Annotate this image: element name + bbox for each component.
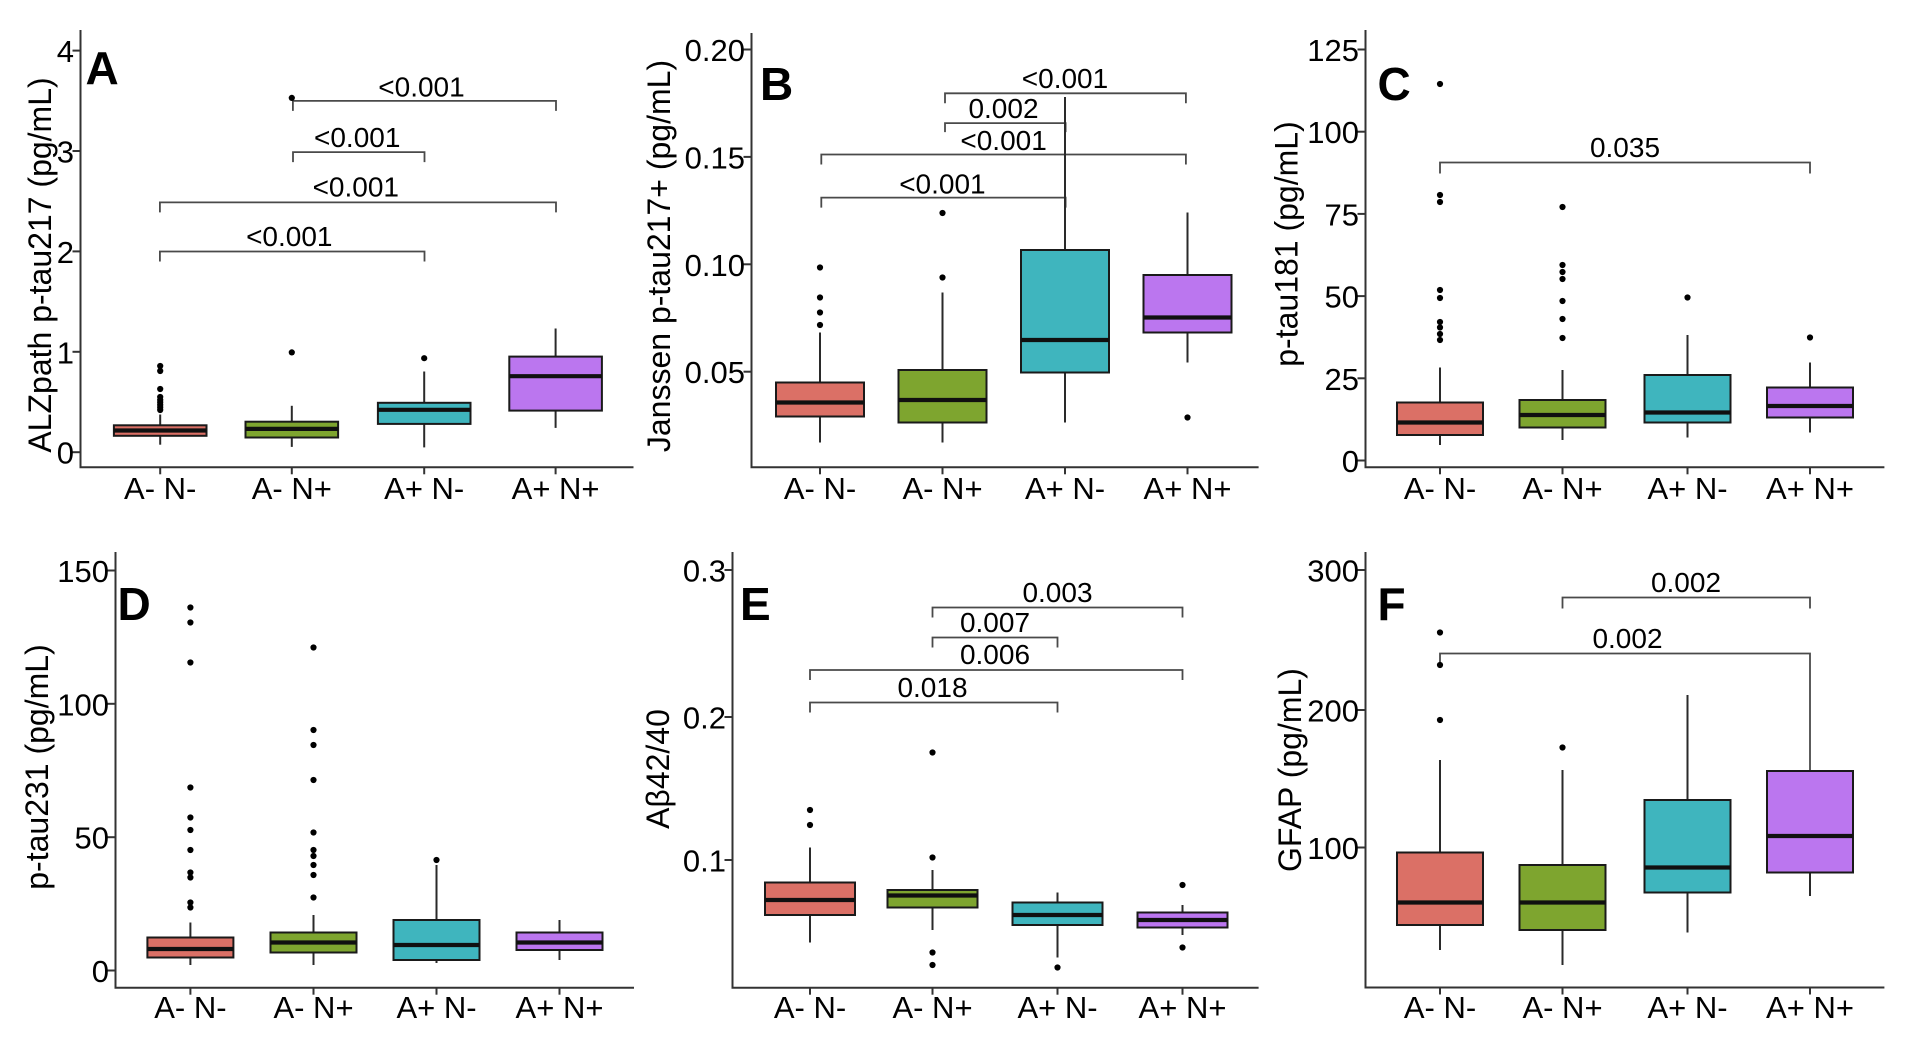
svg-text:0: 0 xyxy=(1342,444,1359,479)
svg-text:3: 3 xyxy=(57,135,74,170)
svg-text:4: 4 xyxy=(57,34,74,69)
svg-text:A+ N+: A+ N+ xyxy=(1766,990,1854,1025)
svg-text:A- N-: A- N- xyxy=(774,990,846,1025)
svg-text:<0.001: <0.001 xyxy=(378,72,464,103)
svg-text:0.007: 0.007 xyxy=(960,607,1030,638)
svg-text:D: D xyxy=(118,578,151,630)
svg-text:A- N-: A- N- xyxy=(154,990,226,1025)
svg-text:A+ N+: A+ N+ xyxy=(1144,471,1232,506)
svg-text:A- N+: A- N+ xyxy=(1522,471,1602,506)
svg-text:<0.001: <0.001 xyxy=(899,169,985,200)
svg-text:A+ N-: A+ N- xyxy=(1025,471,1105,506)
svg-text:100: 100 xyxy=(1307,115,1359,150)
svg-text:p-tau181 (pg/mL): p-tau181 (pg/mL) xyxy=(1269,121,1305,366)
svg-text:0.018: 0.018 xyxy=(897,672,967,703)
svg-text:125: 125 xyxy=(1307,33,1359,68)
svg-text:<0.001: <0.001 xyxy=(313,172,399,203)
svg-text:A+ N+: A+ N+ xyxy=(516,990,604,1025)
svg-text:50: 50 xyxy=(1325,280,1359,315)
svg-text:ALZpath p-tau217 (pg/mL): ALZpath p-tau217 (pg/mL) xyxy=(22,77,58,452)
svg-text:0: 0 xyxy=(92,954,109,989)
svg-text:<0.001: <0.001 xyxy=(960,125,1046,156)
svg-text:<0.001: <0.001 xyxy=(246,221,332,252)
svg-text:200: 200 xyxy=(1307,694,1359,729)
svg-text:150: 150 xyxy=(57,554,109,589)
svg-text:Aβ42/40: Aβ42/40 xyxy=(640,709,676,829)
svg-text:0.2: 0.2 xyxy=(683,701,726,736)
svg-text:A- N-: A- N- xyxy=(1404,990,1476,1025)
svg-text:0.002: 0.002 xyxy=(1592,623,1662,654)
svg-text:A+ N-: A+ N- xyxy=(1647,990,1727,1025)
svg-text:A- N+: A- N+ xyxy=(892,990,972,1025)
svg-text:0.15: 0.15 xyxy=(685,140,745,175)
svg-text:A: A xyxy=(86,42,119,94)
svg-text:50: 50 xyxy=(75,821,109,856)
svg-text:<0.001: <0.001 xyxy=(1022,63,1108,94)
svg-text:A+ N+: A+ N+ xyxy=(512,471,600,506)
svg-text:F: F xyxy=(1378,578,1406,630)
svg-text:0.3: 0.3 xyxy=(683,554,726,589)
svg-text:0.1: 0.1 xyxy=(683,844,726,879)
svg-text:A+ N+: A+ N+ xyxy=(1766,471,1854,506)
svg-text:E: E xyxy=(740,578,771,630)
svg-text:0.002: 0.002 xyxy=(968,93,1038,124)
svg-text:0.20: 0.20 xyxy=(685,33,745,68)
svg-text:A- N-: A- N- xyxy=(124,471,196,506)
svg-text:B: B xyxy=(760,58,793,110)
svg-text:C: C xyxy=(1378,58,1411,110)
svg-text:A+ N-: A+ N- xyxy=(1647,471,1727,506)
svg-text:25: 25 xyxy=(1325,362,1359,397)
svg-text:0.006: 0.006 xyxy=(960,639,1030,670)
svg-text:0.035: 0.035 xyxy=(1590,132,1660,163)
svg-text:1: 1 xyxy=(57,335,74,370)
svg-text:A+ N-: A+ N- xyxy=(384,471,464,506)
svg-text:<0.001: <0.001 xyxy=(314,122,400,153)
svg-text:A- N-: A- N- xyxy=(784,471,856,506)
svg-text:A+ N-: A+ N- xyxy=(396,990,476,1025)
svg-text:A- N+: A- N+ xyxy=(1522,990,1602,1025)
svg-text:A- N+: A- N+ xyxy=(273,990,353,1025)
svg-text:300: 300 xyxy=(1307,554,1359,589)
svg-text:A+ N-: A+ N- xyxy=(1017,990,1097,1025)
svg-text:A- N+: A- N+ xyxy=(252,471,332,506)
svg-text:0.10: 0.10 xyxy=(685,248,745,283)
svg-text:GFAP (pg/mL): GFAP (pg/mL) xyxy=(1272,668,1308,872)
svg-text:p-tau231 (pg/mL): p-tau231 (pg/mL) xyxy=(19,644,55,889)
svg-text:0.003: 0.003 xyxy=(1022,577,1092,608)
svg-text:100: 100 xyxy=(57,687,109,722)
svg-text:A+ N+: A+ N+ xyxy=(1139,990,1227,1025)
svg-text:0: 0 xyxy=(57,436,74,471)
svg-text:A- N+: A- N+ xyxy=(902,471,982,506)
svg-text:Janssen p-tau217+ (pg/mL): Janssen p-tau217+ (pg/mL) xyxy=(641,60,677,452)
svg-text:A- N-: A- N- xyxy=(1404,471,1476,506)
svg-text:100: 100 xyxy=(1307,831,1359,866)
svg-text:75: 75 xyxy=(1325,197,1359,232)
svg-text:0.05: 0.05 xyxy=(685,355,745,390)
svg-text:0.002: 0.002 xyxy=(1651,567,1721,598)
svg-text:2: 2 xyxy=(57,235,74,270)
